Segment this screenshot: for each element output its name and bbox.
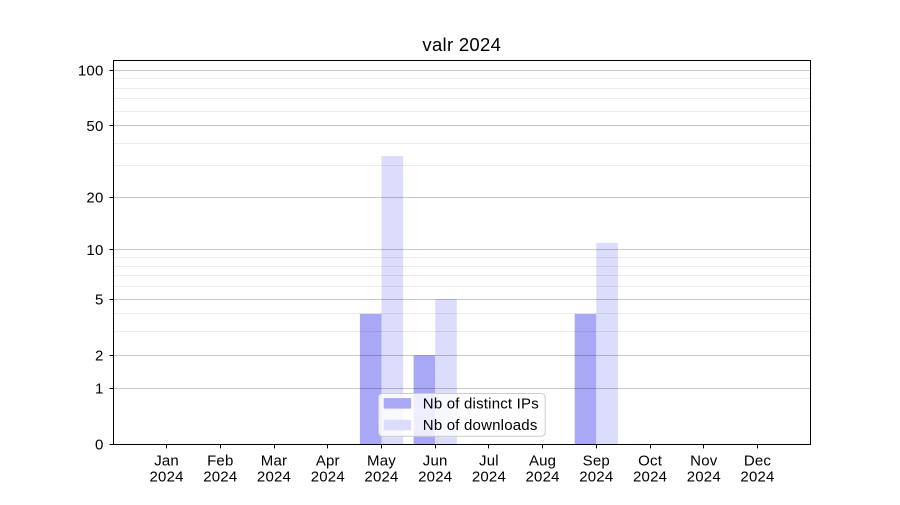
svg-text:Sep: Sep [583, 453, 610, 470]
svg-text:Mar: Mar [261, 453, 287, 470]
svg-text:Apr: Apr [316, 453, 340, 470]
svg-text:Nb of distinct IPs: Nb of distinct IPs [423, 395, 539, 412]
svg-text:100: 100 [78, 62, 104, 79]
svg-text:Oct: Oct [638, 453, 663, 470]
svg-text:Jan: Jan [154, 453, 179, 470]
svg-text:1: 1 [95, 380, 104, 397]
svg-text:2024: 2024 [687, 468, 721, 485]
svg-text:2024: 2024 [740, 468, 774, 485]
svg-text:2024: 2024 [579, 468, 613, 485]
svg-text:10: 10 [86, 242, 103, 259]
svg-text:2024: 2024 [526, 468, 560, 485]
svg-text:50: 50 [86, 118, 103, 135]
svg-text:Dec: Dec [744, 453, 772, 470]
svg-text:2024: 2024 [633, 468, 667, 485]
svg-text:2024: 2024 [150, 468, 184, 485]
svg-text:Nb of downloads: Nb of downloads [423, 417, 538, 434]
svg-text:2024: 2024 [257, 468, 291, 485]
svg-text:Jun: Jun [423, 453, 448, 470]
svg-text:Nov: Nov [690, 453, 718, 470]
svg-text:2024: 2024 [418, 468, 452, 485]
svg-text:Jul: Jul [479, 453, 499, 470]
svg-text:0: 0 [95, 437, 104, 454]
svg-text:2024: 2024 [311, 468, 345, 485]
svg-text:Feb: Feb [207, 453, 233, 470]
svg-text:2024: 2024 [472, 468, 506, 485]
svg-text:Aug: Aug [529, 453, 556, 470]
svg-text:20: 20 [86, 190, 103, 207]
svg-text:valr 2024: valr 2024 [422, 34, 501, 55]
svg-text:2024: 2024 [364, 468, 398, 485]
svg-text:2: 2 [95, 348, 104, 365]
svg-text:2024: 2024 [203, 468, 237, 485]
svg-text:5: 5 [95, 291, 104, 308]
svg-text:May: May [367, 453, 396, 470]
